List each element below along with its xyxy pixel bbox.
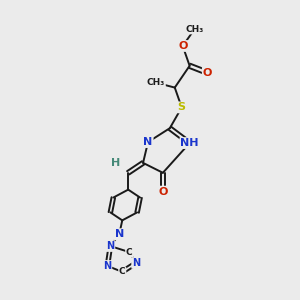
Text: H: H (111, 158, 120, 168)
Text: C: C (126, 248, 133, 256)
Text: N: N (106, 241, 114, 251)
Text: N: N (115, 229, 124, 239)
Text: NH: NH (180, 138, 199, 148)
Text: N: N (132, 258, 140, 268)
Text: O: O (158, 187, 168, 196)
Text: C: C (119, 267, 126, 276)
Text: O: O (178, 41, 188, 51)
Text: CH₃: CH₃ (185, 25, 204, 34)
Text: O: O (203, 68, 212, 78)
Text: N: N (143, 137, 153, 147)
Text: N: N (103, 261, 112, 271)
Text: CH₃: CH₃ (147, 78, 165, 87)
Text: S: S (178, 102, 186, 112)
